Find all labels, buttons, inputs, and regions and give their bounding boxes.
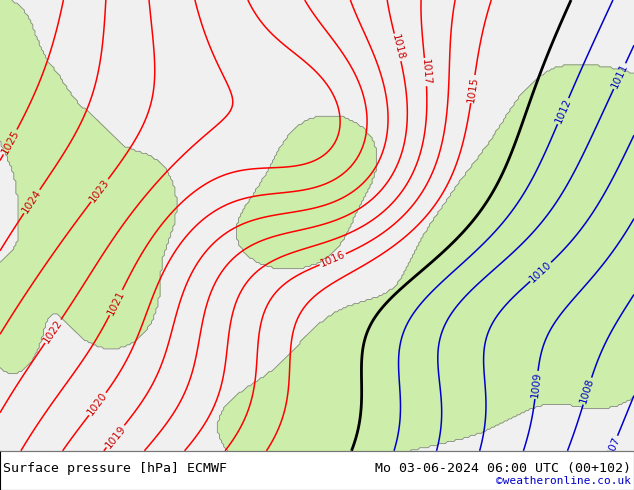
Text: 1010: 1010 — [527, 259, 553, 285]
Text: Mo 03-06-2024 06:00 UTC (00+102): Mo 03-06-2024 06:00 UTC (00+102) — [375, 462, 631, 475]
Text: 1019: 1019 — [103, 423, 127, 450]
Text: Surface pressure [hPa] ECMWF: Surface pressure [hPa] ECMWF — [3, 462, 227, 475]
Text: 1021: 1021 — [106, 289, 126, 317]
Text: 1020: 1020 — [86, 391, 110, 417]
Text: 1017: 1017 — [420, 58, 432, 86]
Text: 1018: 1018 — [390, 33, 406, 61]
Text: 1025: 1025 — [0, 128, 21, 156]
Text: 1007: 1007 — [602, 435, 622, 463]
Text: 1023: 1023 — [87, 177, 112, 204]
Text: 1015: 1015 — [466, 75, 480, 103]
Text: ©weatheronline.co.uk: ©weatheronline.co.uk — [496, 476, 631, 486]
Text: 1012: 1012 — [553, 97, 573, 125]
Text: 1024: 1024 — [20, 188, 43, 215]
Text: 1011: 1011 — [609, 62, 630, 90]
Text: 1009: 1009 — [530, 371, 543, 398]
Text: 1022: 1022 — [41, 318, 65, 345]
Text: 1008: 1008 — [579, 377, 596, 405]
Text: 1016: 1016 — [319, 249, 347, 269]
